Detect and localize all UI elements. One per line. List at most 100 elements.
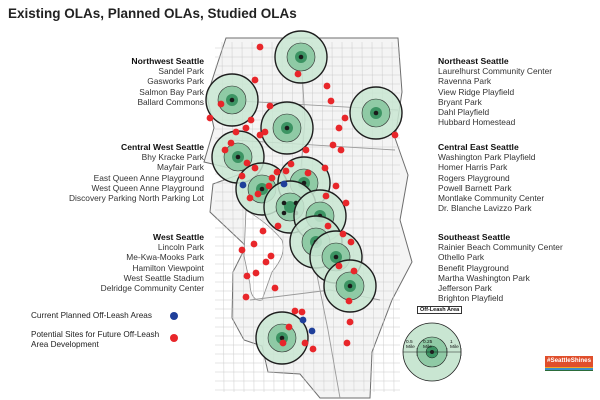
site-name: Discovery Parking North Parking Lot: [69, 193, 204, 204]
region-southeast: Southeast Seattle Rainier Beach Community…: [438, 232, 600, 303]
region-central-west: Central West Seattle Bhy Kracke Park Mayfa…: [0, 142, 204, 203]
potential-site-dot: [350, 267, 358, 275]
potential-site-dot: [273, 168, 281, 176]
site-name: Ravenna Park: [438, 76, 492, 87]
planned-site-dot: [299, 316, 307, 324]
potential-site-dot: [250, 240, 258, 248]
site-name: Me-Kwa-Mooks Park: [126, 252, 204, 263]
planned-site-dot: [239, 181, 247, 189]
site-name: View Ridge Playfield: [438, 86, 515, 97]
potential-site-dot: [242, 293, 250, 301]
potential-site-dot: [329, 141, 337, 149]
potential-site-dot: [343, 339, 351, 347]
scale-quarter-mile-unit: Mile: [423, 345, 432, 350]
potential-site-dot: [246, 194, 254, 202]
potential-site-dot: [271, 284, 279, 292]
site-name: Hubbard Homestead: [438, 117, 516, 128]
region-heading: West Seattle: [153, 232, 204, 242]
site-name: Salmon Bay Park: [139, 86, 204, 97]
potential-site-dot: [254, 190, 262, 198]
potential-site-dot: [285, 323, 293, 331]
potential-site-dot: [227, 139, 235, 147]
site-name: Othello Park: [438, 252, 485, 263]
potential-site-dot: [287, 160, 295, 168]
ola-center-dot: [347, 283, 353, 289]
site-name: Brighton Playfield: [438, 293, 504, 304]
potential-site-dot: [335, 262, 343, 270]
site-name: Dr. Blanche Lavizzo Park: [438, 203, 532, 214]
potential-site-dot: [282, 167, 290, 175]
brand-text: #SeattleShines: [545, 356, 593, 365]
ola-center-dot: [281, 200, 287, 206]
site-name: Homer Harris Park: [438, 162, 508, 173]
brand-stripe: [545, 365, 593, 367]
site-name: West Seattle Stadium: [123, 272, 204, 283]
potential-site-dot: [217, 100, 225, 108]
planned-sites: [239, 180, 316, 335]
potential-site-dot: [294, 70, 302, 78]
potential-site-dot: [342, 199, 350, 207]
scale-one-mile: 1 Mile: [450, 340, 459, 350]
potential-site-dot: [324, 222, 332, 230]
potential-site-dot: [341, 114, 349, 122]
ola-center-dot: [373, 110, 379, 116]
existing-ola-northwest: [205, 73, 259, 127]
potential-site-dot: [265, 182, 273, 190]
potential-site-dot: [298, 308, 306, 316]
potential-site-dot: [232, 128, 240, 136]
potential-site-dot: [242, 124, 250, 132]
site-name: Montlake Community Center: [438, 193, 545, 204]
potential-site-dot: [251, 76, 259, 84]
potential-site-dot: [304, 169, 312, 177]
site-name: Sandel Park: [158, 66, 204, 77]
ola-center-dot: [235, 154, 241, 160]
potential-sites: [206, 43, 399, 353]
potential-site-dot: [267, 252, 275, 260]
brand-stripe: [545, 369, 593, 372]
ola-center-dot: [333, 254, 339, 260]
potential-site-dot: [309, 345, 317, 353]
scale-one-mile-unit: Mile: [450, 345, 459, 350]
potential-site-dot: [259, 227, 267, 235]
site-name: Laurelhurst Community Center: [438, 66, 553, 77]
existing-ola-southeast: [323, 259, 377, 313]
potential-site-dot: [327, 97, 335, 105]
brand-stripe: [545, 368, 593, 370]
planned-site-dot: [280, 180, 288, 188]
potential-site-dot: [243, 272, 251, 280]
region-heading: Central East Seattle: [438, 142, 519, 152]
potential-site-dot: [221, 146, 229, 154]
potential-site-dot: [238, 246, 246, 254]
site-name: Hamilton Viewpoint: [132, 262, 204, 273]
planned-site-dot: [308, 327, 316, 335]
potential-site-dot: [279, 339, 287, 347]
existing-ola-northeast: [349, 86, 403, 140]
potential-site-dot: [266, 102, 274, 110]
potential-site-dot: [335, 124, 343, 132]
region-central-east: Central East Seattle Washington Park Play…: [438, 142, 600, 213]
site-name: Rogers Playground: [438, 172, 510, 183]
scale-one-mile-value: 1: [450, 340, 453, 345]
site-name: Bhy Kracke Park: [141, 152, 204, 163]
potential-site-dot: [268, 174, 276, 182]
potential-site-dot: [261, 128, 269, 136]
scale-half-mile-unit: Mile: [406, 345, 415, 350]
site-name: Dahl Playfield: [438, 107, 490, 118]
site-name: Powell Barnett Park: [438, 182, 512, 193]
scale-title: Off-Leash Area: [417, 306, 463, 314]
potential-site-dot: [274, 222, 282, 230]
region-heading: Southeast Seattle: [438, 232, 511, 242]
potential-site-dot: [391, 131, 399, 139]
site-name: West Queen Anne Playground: [91, 182, 204, 193]
potential-site-dot: [262, 258, 270, 266]
region-northwest: Northwest Seattle Sandel Park Gasworks Par…: [0, 56, 204, 107]
potential-site-dot: [256, 131, 264, 139]
site-name: Jefferson Park: [438, 283, 492, 294]
site-name: Martha Washington Park: [438, 272, 530, 283]
ola-center-dot: [298, 54, 304, 60]
seattle-shines-logo: #SeattleShines: [545, 356, 593, 372]
existing-ola-buffers: [205, 30, 403, 365]
potential-site-dot: [321, 164, 329, 172]
scale-half-mile: 0.5 Mile: [406, 340, 415, 350]
